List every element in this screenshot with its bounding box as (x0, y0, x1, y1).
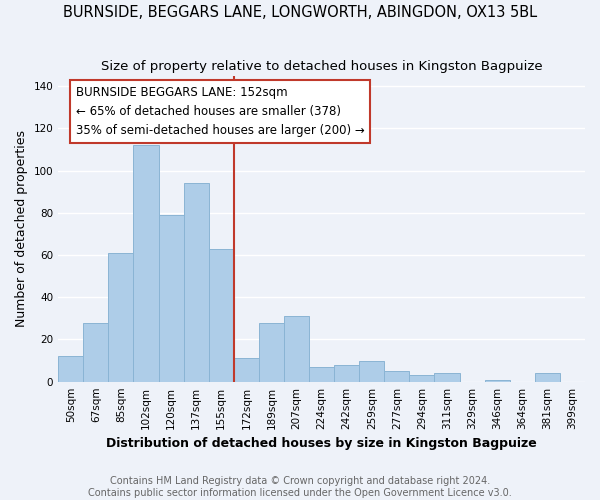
Bar (535, 373, 560, 382)
Text: Contains HM Land Registry data © Crown copyright and database right 2024.
Contai: Contains HM Land Registry data © Crown c… (88, 476, 512, 498)
Bar (158, 215, 184, 382)
Bar (485, 380, 510, 382)
Y-axis label: Number of detached properties: Number of detached properties (15, 130, 28, 327)
Bar (109, 253, 133, 382)
Bar (334, 365, 359, 382)
Title: Size of property relative to detached houses in Kingston Bagpuize: Size of property relative to detached ho… (101, 60, 542, 73)
Bar (359, 360, 385, 382)
Bar (209, 248, 234, 382)
Bar (284, 316, 309, 382)
Bar (259, 322, 284, 382)
Bar (309, 367, 334, 382)
X-axis label: Distribution of detached houses by size in Kingston Bagpuize: Distribution of detached houses by size … (106, 437, 537, 450)
Bar (434, 373, 460, 382)
Bar (184, 183, 209, 382)
Bar (385, 371, 409, 382)
Text: BURNSIDE BEGGARS LANE: 152sqm
← 65% of detached houses are smaller (378)
35% of : BURNSIDE BEGGARS LANE: 152sqm ← 65% of d… (76, 86, 364, 137)
Bar (409, 376, 434, 382)
Bar (83, 322, 109, 382)
Bar (58, 356, 83, 382)
Bar (234, 358, 259, 382)
Text: BURNSIDE, BEGGARS LANE, LONGWORTH, ABINGDON, OX13 5BL: BURNSIDE, BEGGARS LANE, LONGWORTH, ABING… (63, 5, 537, 20)
Bar (133, 145, 158, 382)
